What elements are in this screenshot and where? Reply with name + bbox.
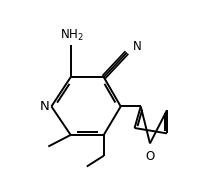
Text: O: O [145,150,155,163]
Text: N: N [39,100,49,113]
Text: N: N [133,40,142,53]
Text: NH$_2$: NH$_2$ [59,28,83,43]
